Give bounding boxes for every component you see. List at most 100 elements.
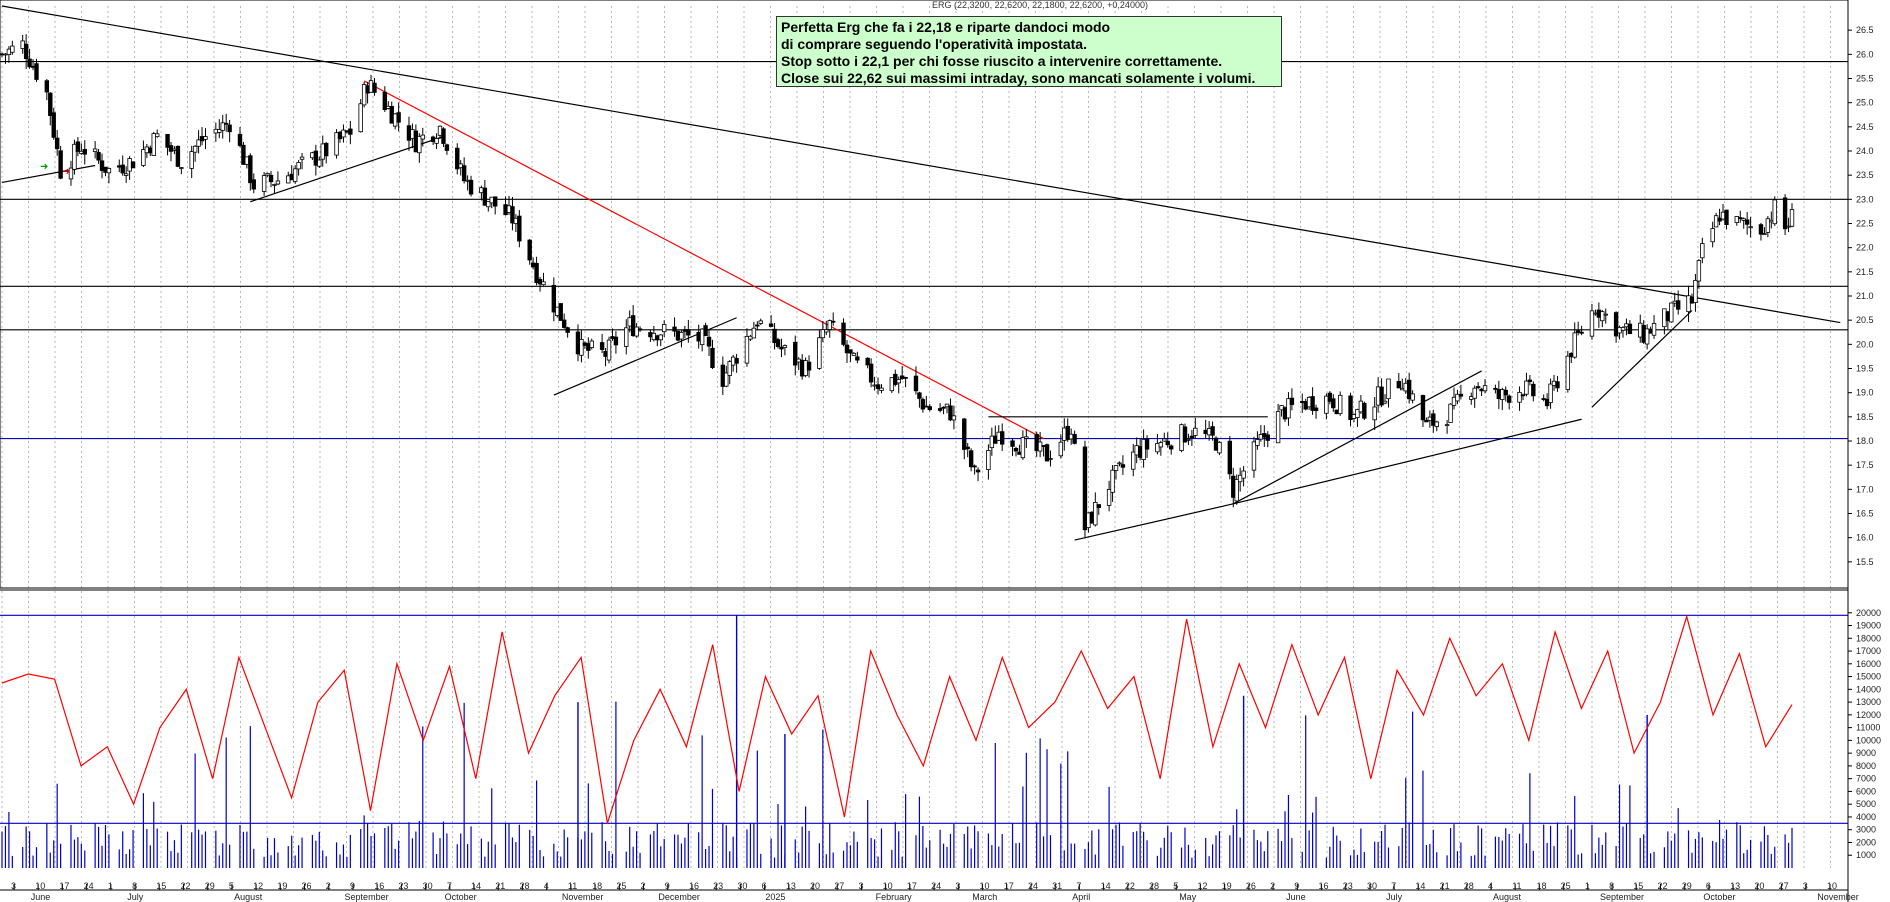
volume-tick-label: 6000 [1856,786,1876,796]
candle-body [744,335,750,364]
candle-body [1603,313,1608,316]
candle-body [492,196,498,207]
candle-body [613,336,619,346]
x-day-label: 28 [1464,881,1474,891]
candle-body [1096,504,1101,508]
candle-body [292,168,298,182]
x-day-label: 25 [1561,881,1571,891]
candle-body [1113,465,1119,471]
price-tick-label: 25.0 [1856,98,1874,108]
candle-body [1548,383,1553,403]
x-day-label: 27 [1779,881,1789,891]
candle-body [334,132,339,156]
sell-marker-icon: ➜ [62,166,70,177]
candle-body [1289,397,1295,405]
x-day-label: 11 [568,881,577,891]
x-day-label: 8 [132,881,137,891]
price-tick-label: 22.5 [1856,219,1874,229]
candle-body [927,406,932,411]
candle-body [175,145,181,167]
candle-body [1275,411,1281,444]
red-trendline [363,80,1044,440]
candle-body [82,148,87,155]
candle-body [1482,385,1488,392]
candle-body [624,327,629,347]
candle-body [1734,216,1740,223]
candle-body [986,450,991,471]
candle-body [168,145,174,152]
x-day-label: 12 [253,881,263,891]
x-month-label: August [1493,892,1522,902]
candle-body [1251,441,1257,471]
oscillator-line [1,614,1793,824]
x-day-label: 7 [1391,881,1396,891]
x-day-label: 14 [1101,881,1111,891]
candle-body [917,392,922,399]
x-day-label: 4 [1488,881,1493,891]
x-day-label: 24 [1028,881,1038,891]
candle-body [699,328,705,346]
x-month-label: September [345,892,389,902]
candle-body [1020,437,1026,459]
candle-body [1693,279,1698,303]
x-day-label: 10 [980,881,990,891]
candle-body [106,168,112,174]
candle-body [1162,438,1167,442]
candle-body [203,136,208,140]
trendline [1233,418,1582,505]
candle-body [1651,323,1657,336]
candle-body [855,356,860,361]
trendline [1,164,96,184]
x-day-label: 25 [616,881,626,891]
candle-body [1782,197,1788,230]
x-day-label: 6 [1706,881,1711,891]
candle-body [1241,470,1246,479]
candle-body [606,339,612,361]
note-line-4: Close sui 22,62 sui massimi intraday, so… [781,70,1256,86]
candle-body [775,339,781,347]
candle-body [461,165,467,182]
candle-body [1065,425,1070,440]
candle-body [844,344,850,354]
candle-body [772,328,777,344]
candle-body [948,405,953,421]
candle-body [1313,407,1319,412]
x-day-label: 9 [1294,881,1299,891]
x-day-label: 30 [423,881,433,891]
candle-body [1382,400,1388,404]
x-day-label: 20 [1754,881,1764,891]
candle-body [1310,396,1315,411]
x-month-label: May [1179,892,1197,902]
candle-body [165,134,170,148]
trendline [1074,503,1234,541]
price-tick-label: 22.0 [1856,243,1874,253]
volume-tick-label: 1000 [1856,850,1876,860]
candle-body [196,139,201,147]
x-day-label: 22 [1125,881,1135,891]
volume-tick-label: 19000 [1856,621,1881,631]
candle-body [817,337,822,369]
candle-body [299,156,305,160]
x-day-label: 10 [883,881,893,891]
candle-body [372,82,377,93]
volume-panel [0,614,1848,868]
candle-body [1613,312,1619,337]
price-tick-label: 15.5 [1856,557,1874,567]
candle-body [44,80,50,93]
candle-body [220,122,225,131]
candle-body [896,378,901,384]
candle-body [192,145,198,153]
volume-tick-label: 7000 [1856,774,1876,784]
price-tick-label: 26.0 [1856,49,1874,59]
candle-body [1182,426,1188,443]
candle-body [265,173,270,176]
candle-body [1700,243,1705,259]
x-month-label: December [658,892,700,902]
x-day-label: 18 [592,881,602,891]
candle-body [251,179,256,190]
note-line-2: di comprare seguendo l'operatività impos… [781,36,1087,52]
price-tick-label: 18.0 [1856,436,1874,446]
candle-body [1644,328,1650,345]
candle-body [1758,224,1764,235]
candle-body [1579,331,1584,334]
